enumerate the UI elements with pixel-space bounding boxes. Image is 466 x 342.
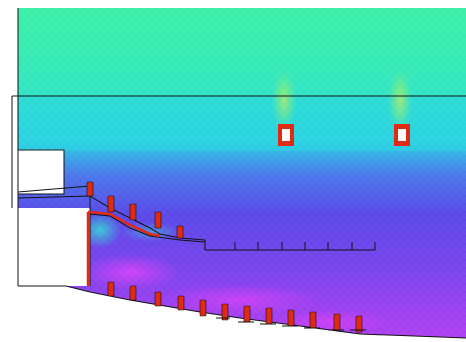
step-heater xyxy=(176,225,184,239)
bottom-heater xyxy=(129,285,137,301)
bottom-heater xyxy=(221,303,229,321)
temperature-field xyxy=(18,8,466,342)
bottom-heater xyxy=(287,309,295,327)
step-heater xyxy=(154,211,162,229)
step-heater xyxy=(107,195,115,213)
bottom-heater xyxy=(243,305,251,323)
bottom-heater xyxy=(107,281,115,297)
bottom-heater xyxy=(309,311,317,329)
bottom-heater xyxy=(177,295,185,311)
bottom-heater xyxy=(265,307,273,325)
bottom-probes xyxy=(216,317,366,331)
step-heater xyxy=(86,181,94,197)
step-heater xyxy=(129,203,137,221)
solid-region xyxy=(17,149,466,342)
bottom-heater xyxy=(333,313,341,331)
bottom-heater xyxy=(199,299,207,317)
step-heaters xyxy=(86,181,184,239)
rack-bar xyxy=(205,242,376,251)
upper-heaters xyxy=(278,124,410,146)
bottom-heater xyxy=(355,315,363,333)
upper-heater xyxy=(278,124,294,146)
upper-heater xyxy=(394,124,410,146)
step-heater-rim xyxy=(86,210,161,286)
bottom-heater xyxy=(154,291,162,307)
bottom-heaters xyxy=(107,281,363,333)
